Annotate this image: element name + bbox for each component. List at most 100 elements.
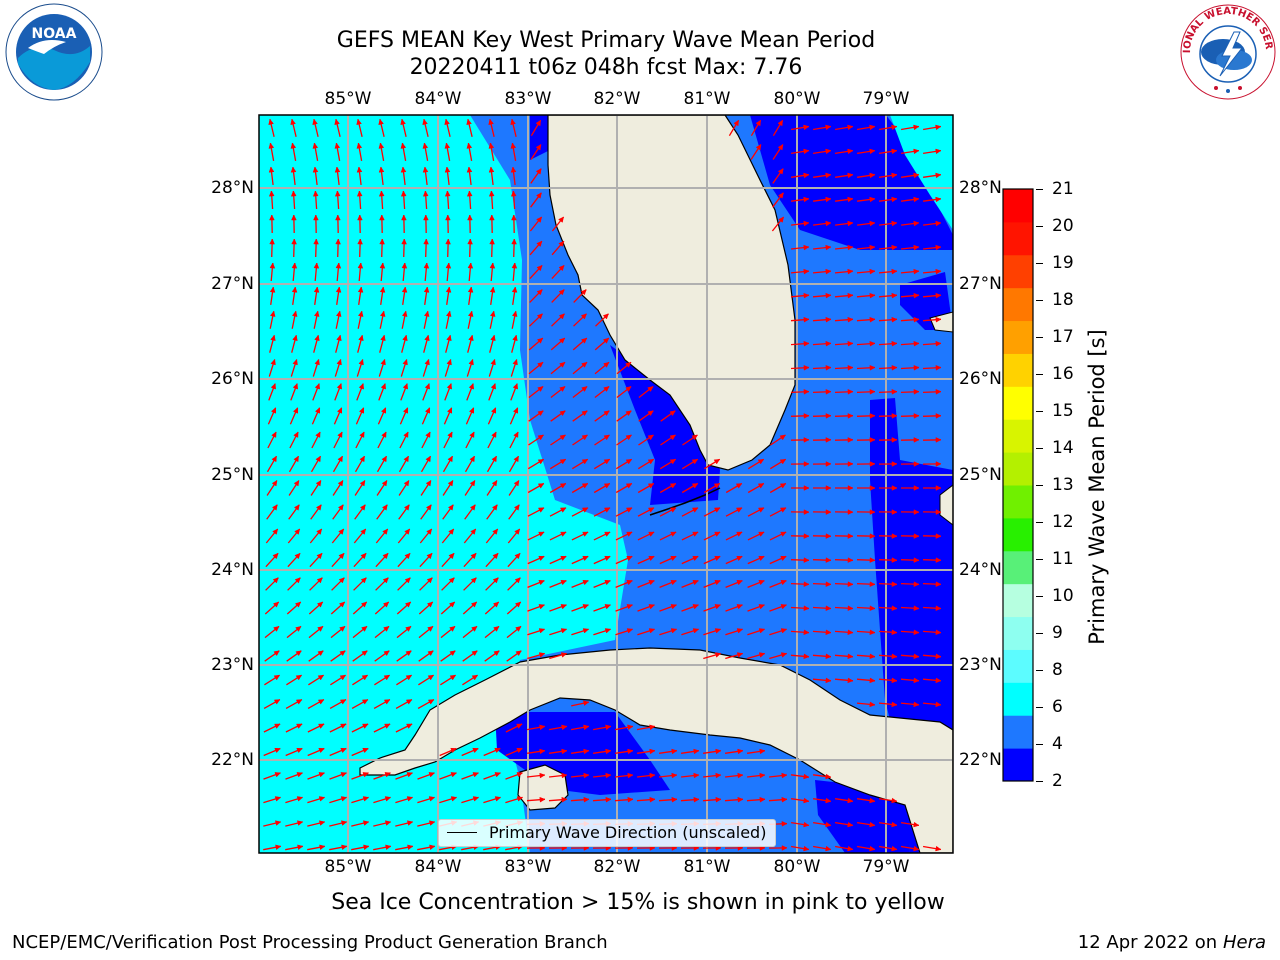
wave-arrow-head [847, 196, 854, 203]
wave-arrow-head [472, 772, 480, 778]
colorbar-tick-mark [1036, 226, 1043, 227]
wave-arrow-head [466, 166, 473, 173]
colorbar-segment [1003, 386, 1033, 420]
wave-arrow-head [891, 581, 898, 587]
wave-arrow-head [425, 504, 432, 511]
wave-arrow-head [561, 748, 568, 755]
wave-arrow-head [291, 238, 297, 245]
wave-arrow-head [297, 844, 304, 851]
wave-arrow-head [274, 796, 282, 802]
lat-label-left-27n: 27°N [211, 274, 254, 294]
wave-arrow-head [468, 334, 474, 342]
wave-arrow-head [847, 845, 854, 852]
wave-arrow-head [803, 797, 810, 804]
wave-arrow-head [313, 310, 320, 317]
wave-arrow-head [737, 772, 744, 779]
wave-arrow-head [758, 531, 765, 537]
wave-arrow-head [715, 796, 722, 803]
wave-arrow-head [537, 386, 544, 392]
wave-arrow-head [359, 504, 366, 511]
wave-arrow-head [535, 144, 542, 151]
wave-arrow-head [428, 796, 436, 802]
wave-arrow-head [847, 316, 854, 323]
wave-arrow-head [338, 552, 345, 560]
wave-arrow-head [381, 431, 387, 438]
wave-arrow-head [403, 480, 410, 487]
wave-arrow-head [913, 244, 920, 251]
wave-arrow-head [847, 629, 854, 636]
wave-arrow-head [913, 124, 920, 131]
wave-arrow-head [402, 334, 408, 342]
wave-arrow-head [405, 699, 413, 705]
wave-arrow-head [759, 796, 766, 803]
wave-arrow-head [647, 434, 654, 441]
wave-arrow-head [891, 244, 898, 251]
wave-arrow-head [358, 334, 364, 342]
wave-arrow-head [781, 772, 788, 779]
wave-arrow-head [627, 772, 634, 779]
lat-label-right-26n: 26°N [959, 369, 1002, 389]
wave-arrow-head [559, 386, 566, 392]
wave-arrow-head [338, 577, 345, 584]
wave-arrow-head [714, 628, 722, 634]
wave-arrow-head [318, 820, 326, 826]
wave-arrow-head [736, 652, 744, 658]
wave-arrow-head [515, 650, 522, 657]
wave-arrow-head [825, 605, 832, 611]
wave-arrow-head [891, 557, 898, 563]
wave-arrow-head [406, 772, 414, 778]
wave-arrow-head [778, 192, 784, 199]
wave-arrow-head [296, 820, 304, 826]
wave-arrow-head [913, 220, 920, 227]
wave-arrow-head [757, 507, 765, 513]
wave-arrow-head [780, 604, 788, 610]
wave-arrow-head [514, 601, 522, 608]
wave-arrow-head [337, 504, 344, 511]
wave-arrow-head [401, 262, 408, 269]
wave-arrow-head [559, 410, 566, 417]
wave-arrow-head [357, 310, 364, 317]
wave-arrow-head [935, 677, 942, 684]
wave-arrow-head [539, 724, 546, 731]
lat-label-right-25n: 25°N [959, 465, 1002, 485]
wave-arrow-head [273, 626, 280, 632]
wave-arrow-head [847, 605, 854, 611]
wave-arrow-head [361, 674, 369, 681]
wave-arrow-head [295, 699, 303, 705]
wave-arrow-head [736, 555, 743, 562]
wave-arrow-head [293, 455, 299, 463]
wave-arrow-head [341, 844, 348, 851]
wave-arrow-head [270, 407, 277, 414]
colorbar-tick-mark [1036, 522, 1043, 523]
wave-arrow-head [423, 214, 429, 221]
wave-arrow-head [582, 555, 589, 562]
wave-arrow-head [869, 268, 876, 275]
wave-arrow-head [290, 166, 297, 173]
wave-arrow-head [847, 461, 854, 467]
wave-arrow-head [891, 509, 898, 515]
wave-arrow-head [294, 601, 302, 608]
wave-arrow-head [581, 458, 589, 465]
land-grand-bahama [929, 311, 953, 333]
wave-arrow-head [489, 214, 495, 221]
footer-branch: NCEP/EMC/Verification Post Processing Pr… [12, 932, 608, 953]
wave-arrow-head [869, 437, 876, 443]
wave-arrow-head [536, 192, 542, 199]
wave-arrow-head [470, 577, 477, 584]
wave-arrow-head [510, 190, 517, 197]
wave-arrow-head [514, 577, 521, 584]
wave-arrow-head [869, 533, 876, 539]
colorbar-segment [1003, 715, 1033, 749]
wave-arrow-head [777, 119, 783, 127]
colorbar-tick-label: 17 [1052, 327, 1074, 347]
wave-arrow-head [825, 773, 832, 780]
wave-arrow-head [491, 455, 497, 463]
wave-arrow-head [803, 389, 810, 395]
colorbar-tick-mark [1036, 633, 1043, 634]
wave-arrow-head [558, 264, 565, 272]
wave-arrow-head [935, 509, 942, 515]
wave-arrow-head [537, 483, 545, 489]
wave-arrow-head [583, 700, 590, 706]
map-frame [258, 114, 954, 854]
wave-arrow-head [268, 118, 274, 126]
